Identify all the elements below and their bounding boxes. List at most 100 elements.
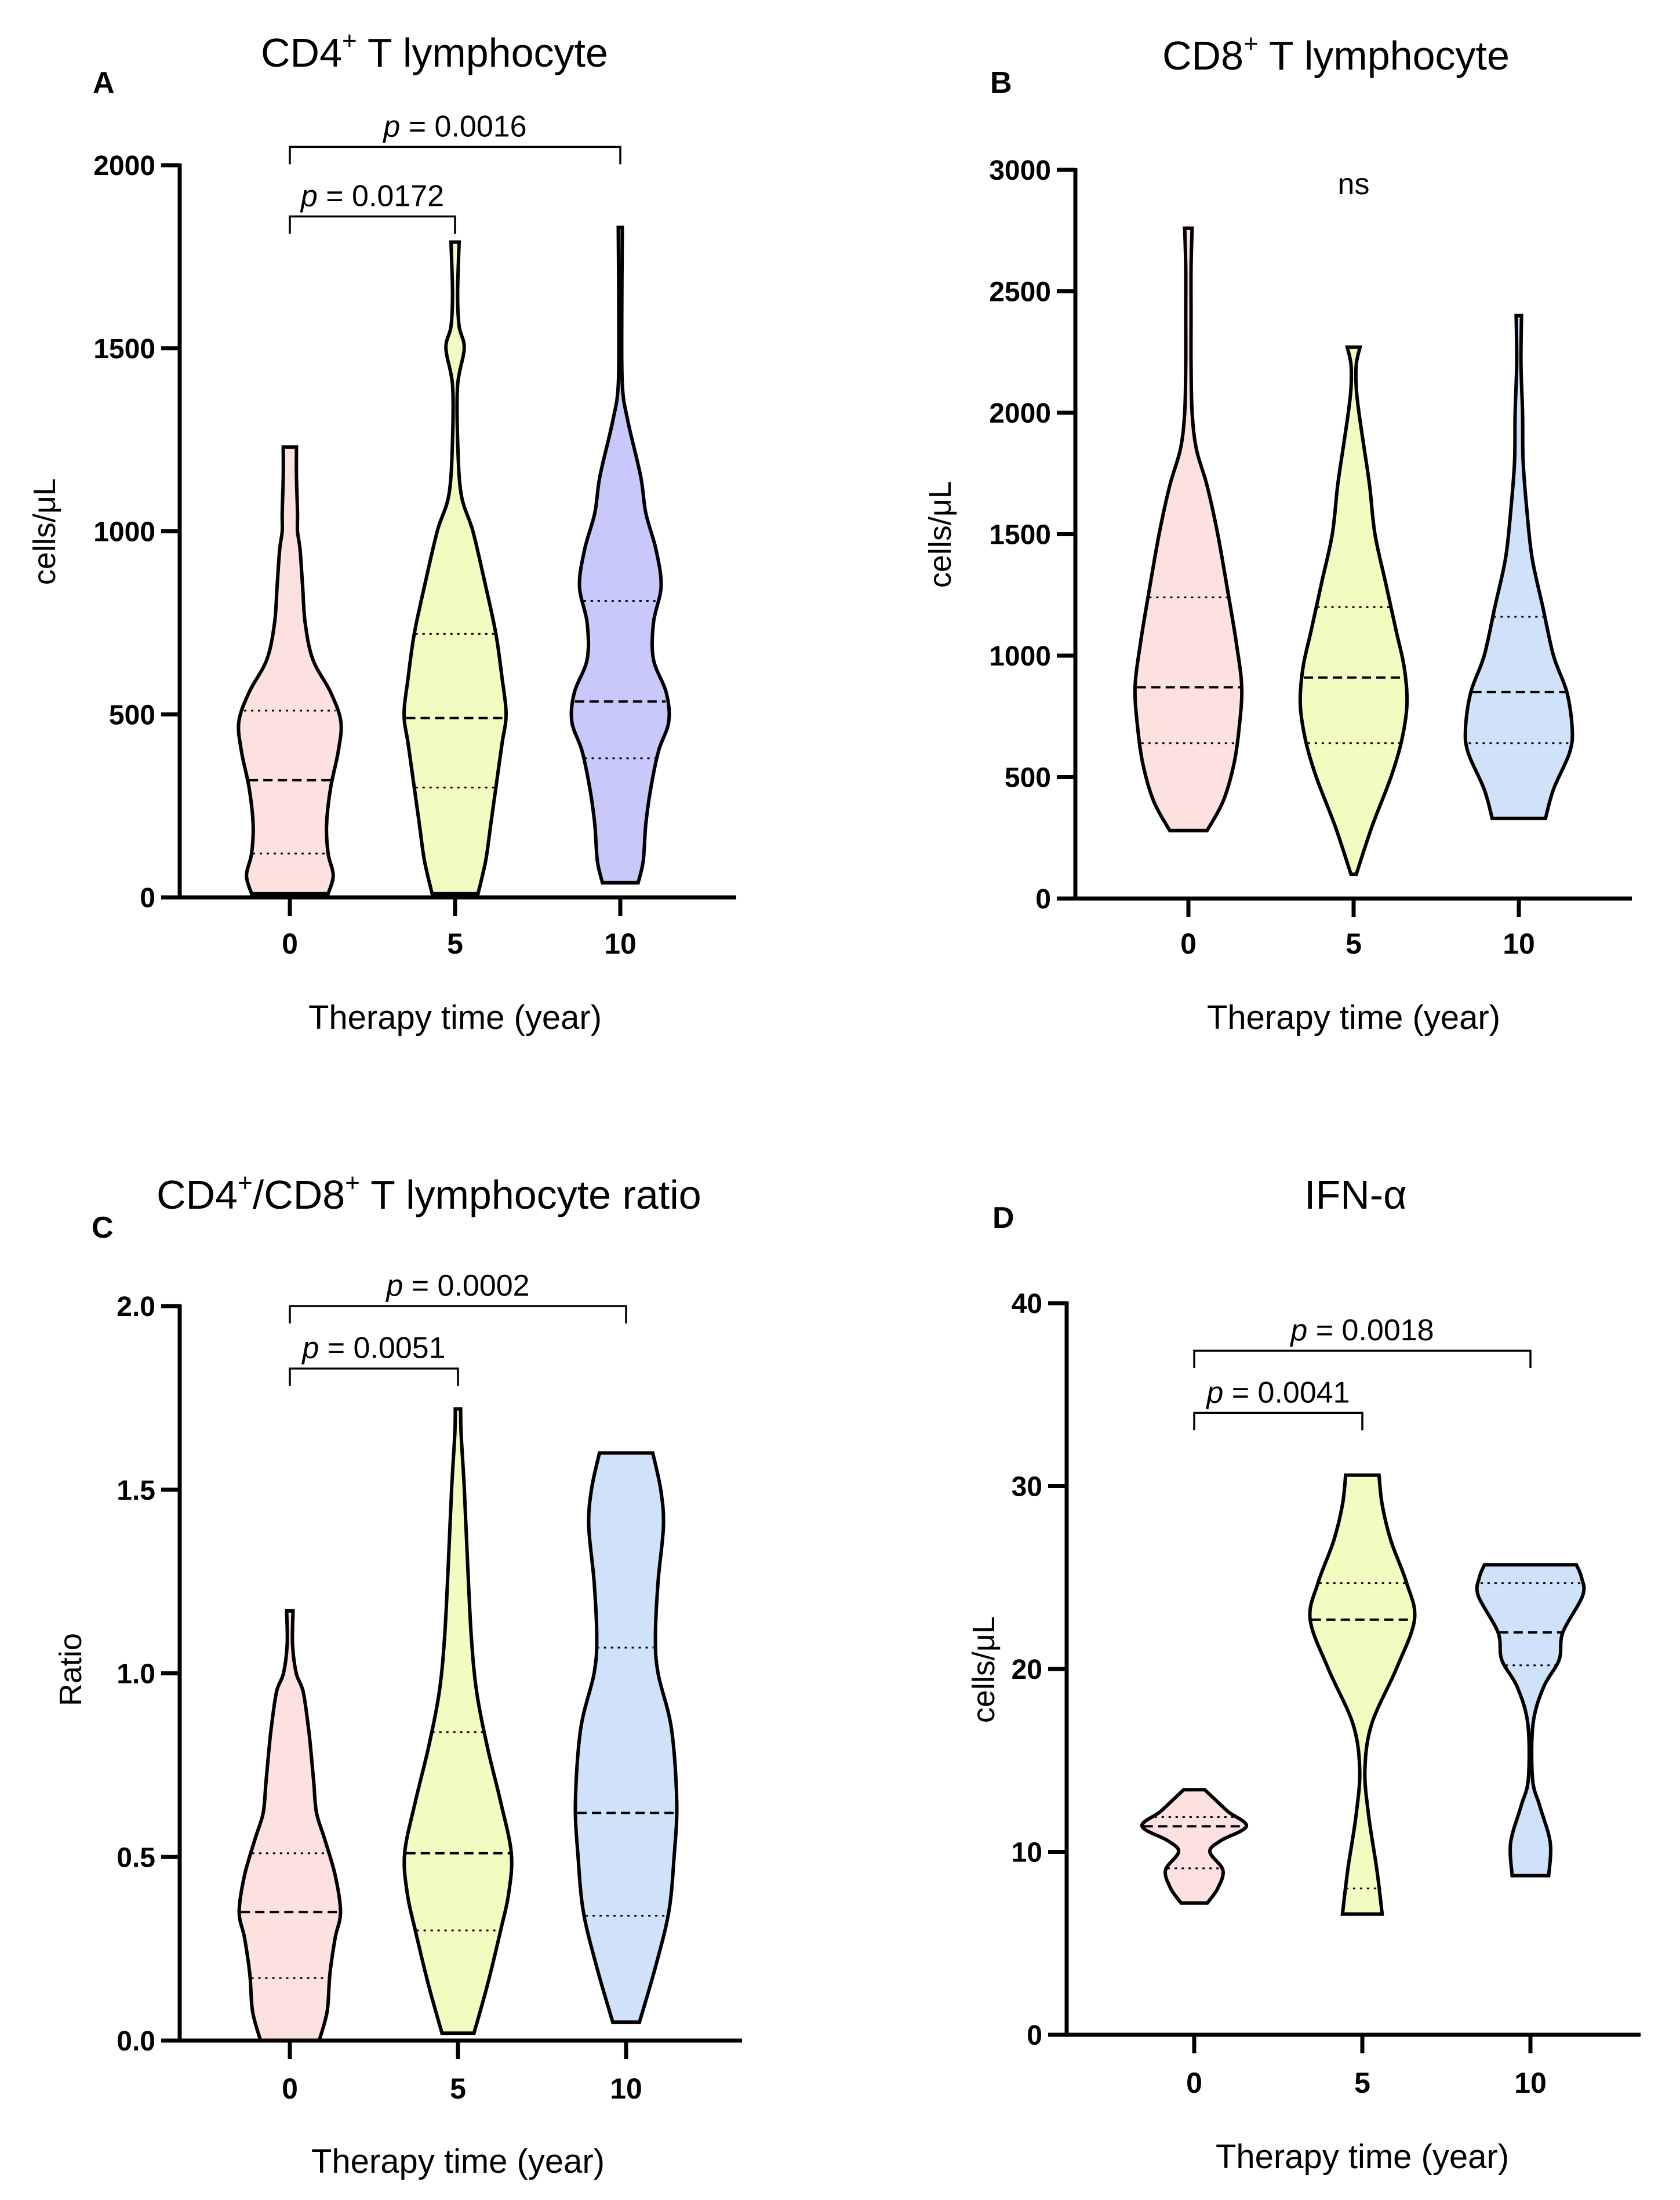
y-tick-label: 0 bbox=[1035, 884, 1051, 915]
p-value-label: p = 0.0172 bbox=[300, 179, 444, 213]
x-axis-title: Therapy time (year) bbox=[308, 999, 602, 1037]
title-superscript: + bbox=[238, 1169, 253, 1197]
title-part: CD4 bbox=[157, 1172, 238, 1217]
panel-label: A bbox=[93, 66, 115, 100]
y-tick-label: 1.5 bbox=[117, 1475, 155, 1506]
p-value-text: = 0.0051 bbox=[319, 1332, 445, 1365]
significance-bracket bbox=[1193, 1412, 1363, 1431]
violin-10 bbox=[1475, 1563, 1586, 1878]
chart-title: IFN-α bbox=[1304, 1172, 1407, 1217]
violin-0 bbox=[237, 445, 343, 896]
p-value-label: p = 0.0018 bbox=[1289, 1314, 1434, 1347]
x-axis-title: Therapy time (year) bbox=[1207, 999, 1500, 1037]
p-symbol: p bbox=[300, 179, 318, 213]
chart-title: CD8+ T lymphocyte bbox=[1162, 30, 1510, 78]
panel-label: B bbox=[990, 66, 1012, 100]
y-tick-label: 500 bbox=[1005, 763, 1051, 794]
chart-title: CD4+ T lymphocyte bbox=[261, 27, 608, 75]
panel-d: 0 10 20 30 40 0 5 10 Therapy time (year) cells/μL… bbox=[966, 1172, 1641, 2176]
y-tick-label: 30 bbox=[1012, 1472, 1042, 1503]
title-superscript: + bbox=[342, 27, 357, 55]
significance-bracket bbox=[289, 1367, 459, 1386]
x-tick-label: 0 bbox=[282, 928, 298, 960]
y-axis-title: cells/μL bbox=[27, 478, 62, 585]
p-value-label: p = 0.0041 bbox=[1205, 1376, 1350, 1409]
significance-bracket bbox=[1193, 1350, 1532, 1369]
y-tick-label: 1500 bbox=[93, 334, 155, 365]
p-value-text: = 0.0018 bbox=[1307, 1314, 1434, 1347]
y-tick-label: 2000 bbox=[989, 398, 1051, 429]
violin-5 bbox=[1298, 345, 1409, 877]
y-tick-label: 1500 bbox=[989, 520, 1051, 551]
p-value-text: ns bbox=[1338, 168, 1370, 201]
x-tick-label: 0 bbox=[282, 2072, 298, 2105]
panel-b: 0 500 1000 1500 2000 2500 3000 0 5 10 Therapy time… bbox=[923, 30, 1632, 1037]
p-value-label: ns bbox=[1338, 168, 1370, 201]
title-part: CD4 bbox=[261, 30, 342, 75]
violin-0 bbox=[1133, 226, 1244, 832]
p-value-label: p = 0.0051 bbox=[301, 1332, 445, 1365]
violin-0 bbox=[237, 1609, 343, 2042]
y-tick-label: 40 bbox=[1012, 1289, 1042, 1319]
panel-label: C bbox=[92, 1211, 114, 1245]
p-symbol: p bbox=[1289, 1314, 1307, 1347]
violin-0 bbox=[1140, 1788, 1248, 1905]
title-superscript: + bbox=[1243, 30, 1259, 58]
violin-10 bbox=[569, 226, 671, 885]
p-symbol: p bbox=[385, 1269, 403, 1303]
x-tick-label: 10 bbox=[1514, 2067, 1547, 2099]
x-tick-label: 5 bbox=[1354, 2067, 1370, 2099]
y-axis-title: cells/μL bbox=[966, 1616, 1001, 1723]
panel-c: 0.0 0.5 1.0 1.5 2.0 0 5 10 Therapy time (year) Ra… bbox=[53, 1169, 742, 2180]
x-tick-label: 0 bbox=[1180, 928, 1197, 960]
p-value-text: = 0.0172 bbox=[318, 179, 444, 213]
significance-bracket bbox=[289, 146, 621, 165]
title-part: CD8 bbox=[1162, 33, 1243, 78]
x-tick-label: 10 bbox=[604, 928, 637, 960]
x-tick-label: 5 bbox=[447, 928, 463, 960]
y-tick-label: 1.0 bbox=[117, 1659, 155, 1690]
x-axis-title: Therapy time (year) bbox=[311, 2143, 605, 2180]
title-part: T lymphocyte bbox=[357, 30, 608, 75]
title-superscript: + bbox=[345, 1169, 360, 1197]
y-axis-title: cells/μL bbox=[923, 481, 958, 588]
title-part: IFN-α bbox=[1304, 1172, 1407, 1217]
violin-5 bbox=[1308, 1473, 1417, 1916]
significance-bracket bbox=[289, 1305, 627, 1323]
violin-5 bbox=[402, 1407, 514, 2035]
p-symbol: p bbox=[301, 1332, 319, 1365]
chart-title: CD4+/CD8+ T lymphocyte ratio bbox=[157, 1169, 701, 1217]
x-tick-label: 10 bbox=[1503, 928, 1535, 960]
y-tick-label: 0 bbox=[1027, 2020, 1042, 2051]
y-tick-label: 0 bbox=[140, 883, 155, 914]
y-tick-label: 10 bbox=[1012, 1838, 1042, 1868]
y-tick-label: 2500 bbox=[989, 277, 1051, 308]
y-tick-label: 2.0 bbox=[117, 1292, 155, 1322]
title-part: T lymphocyte ratio bbox=[360, 1172, 701, 1217]
y-tick-label: 1000 bbox=[93, 517, 155, 548]
panel-a: 0 500 1000 1500 2000 0 5 10 Therapy time (year) c… bbox=[27, 27, 736, 1037]
p-symbol: p bbox=[1205, 1376, 1223, 1409]
x-axis-title: Therapy time (year) bbox=[1216, 2138, 1509, 2176]
x-tick-label: 5 bbox=[450, 2072, 466, 2105]
y-axis-title: Ratio bbox=[53, 1633, 88, 1706]
violin-5 bbox=[402, 240, 508, 896]
y-tick-label: 20 bbox=[1012, 1654, 1042, 1685]
panel-label: D bbox=[992, 1201, 1014, 1235]
x-tick-label: 5 bbox=[1346, 928, 1362, 960]
violin-10 bbox=[573, 1451, 679, 2024]
x-tick-label: 0 bbox=[1186, 2067, 1202, 2099]
p-symbol: p bbox=[382, 110, 400, 143]
y-tick-label: 3000 bbox=[989, 155, 1051, 186]
y-tick-label: 1000 bbox=[989, 641, 1051, 672]
p-value-text: = 0.0002 bbox=[403, 1269, 529, 1303]
y-tick-label: 0.5 bbox=[117, 1842, 155, 1873]
title-part: /CD8 bbox=[253, 1172, 345, 1217]
p-value-label: p = 0.0016 bbox=[382, 110, 526, 143]
x-tick-label: 10 bbox=[610, 2072, 642, 2105]
p-value-label: p = 0.0002 bbox=[385, 1269, 529, 1303]
p-value-text: = 0.0016 bbox=[400, 110, 526, 143]
significance-bracket bbox=[289, 215, 456, 234]
title-part: T lymphocyte bbox=[1259, 33, 1510, 78]
